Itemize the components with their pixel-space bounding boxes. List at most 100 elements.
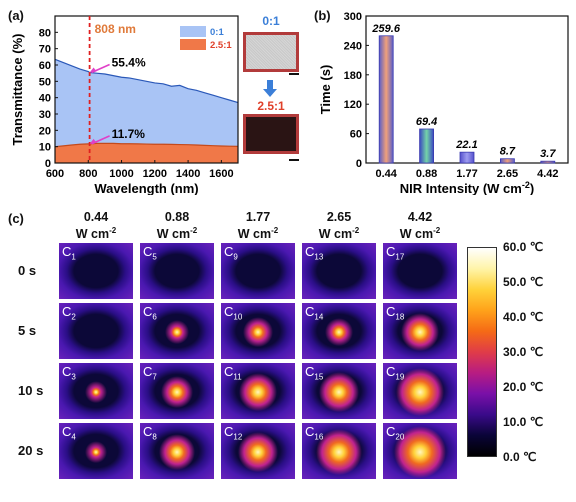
tile-label: C17 [386, 244, 405, 262]
x-tick-label: 1400 [176, 168, 200, 180]
bar-value-label: 8.7 [500, 146, 516, 158]
series-line-1 [54, 142, 239, 148]
thermal-tile-c20: C20 [383, 423, 457, 479]
thermal-tile-c1: C1 [59, 243, 133, 299]
x-tick-label: 0.88 [416, 168, 437, 180]
column-header-4.42: 4.42 W cm-2 [399, 210, 441, 242]
tile-label: C7 [143, 364, 157, 382]
tile-label: C2 [62, 304, 76, 322]
series-area-0 [55, 59, 238, 163]
y-tick-label: 60 [350, 129, 362, 141]
bar-4.42 [540, 160, 556, 164]
row-label-10s: 10 s [18, 383, 44, 398]
thermal-tile-c4: C4 [59, 423, 133, 479]
y-tick-label: 80 [39, 27, 51, 39]
y-tick-label: 0 [45, 158, 51, 170]
thermal-tile-c2: C2 [59, 303, 133, 359]
column-header-0.44: 0.44 W cm-2 [75, 210, 117, 242]
thermal-tile-c3: C3 [59, 363, 133, 419]
row-label-5s: 5 s [18, 323, 37, 338]
plot-frame [54, 15, 239, 164]
y-tick-label: 40 [39, 93, 51, 105]
column-header-1.77: 1.77 W cm-2 [237, 210, 279, 242]
tile-label: C16 [305, 424, 324, 442]
annotation-label: 11.7% [112, 127, 146, 141]
panel-a-label: (a) [8, 8, 24, 23]
y-tick-label: 300 [344, 11, 362, 23]
row-label-20s: 20 s [18, 443, 44, 458]
thermal-tile-c11: C11 [221, 363, 295, 419]
tile-label: C1 [62, 244, 76, 262]
x-tick-label: 1600 [209, 168, 233, 180]
tile-label: C4 [62, 424, 76, 442]
y-tick-label: 10 [39, 142, 51, 154]
annotation-arrowhead [89, 138, 97, 144]
thermal-tile-c8: C8 [140, 423, 214, 479]
thermal-tile-c18: C18 [383, 303, 457, 359]
tile-label: C5 [143, 244, 157, 262]
colorbar-tick-label: 10.0 ℃ [503, 415, 544, 429]
thermal-tile-c6: C6 [140, 303, 214, 359]
bar-value-label: 3.7 [540, 148, 556, 160]
y-tick-label: 0 [356, 158, 362, 170]
x-tick-label: 800 [79, 168, 97, 180]
thermal-tile-c12: C12 [221, 423, 295, 479]
bar-2.65 [499, 158, 515, 164]
thermal-tile-c9: C9 [221, 243, 295, 299]
thermal-tile-c15: C15 [302, 363, 376, 419]
y-tick-label: 120 [344, 99, 362, 111]
colorbar-tick-label: 0.0 ℃ [503, 450, 537, 464]
photo-bottom-label: 2.5:1 [257, 99, 285, 113]
tile-label: C11 [224, 364, 242, 382]
y-axis-label: Time (s) [318, 65, 333, 115]
column-header-2.65: 2.65 W cm-2 [318, 210, 360, 242]
bar-0.44 [378, 35, 394, 164]
y-tick-label: 20 [39, 125, 51, 137]
legend-label: 2.5:1 [210, 40, 232, 51]
thermal-tile-c17: C17 [383, 243, 457, 299]
bar-value-label: 69.4 [416, 116, 437, 128]
x-tick-label: 1000 [109, 168, 133, 180]
tile-label: C9 [224, 244, 238, 262]
x-tick-label: 1200 [143, 168, 167, 180]
colorbar-tick-label: 50.0 ℃ [503, 275, 544, 289]
annotation-arrowhead [89, 67, 97, 73]
scale-bar-bottom [289, 159, 299, 161]
thermal-tile-c10: C10 [221, 303, 295, 359]
row-label-0s: 0 s [18, 263, 37, 278]
tile-label: C8 [143, 424, 157, 442]
y-axis-label: Transmittance (%) [10, 34, 25, 146]
tile-label: C19 [386, 364, 405, 382]
tile-label: C13 [305, 244, 324, 262]
x-tick-label: 0.44 [375, 168, 397, 180]
time-bar-chart: 0 60 120 180 240 300 259.6 0.44 69.4 0.88 22.1 1.77… [318, 11, 569, 195]
y-tick-label: 30 [39, 109, 51, 121]
annotation-label: 55.4% [112, 56, 146, 70]
tile-label: C6 [143, 304, 157, 322]
thermal-tile-c19: C19 [383, 363, 457, 419]
tile-label: C15 [305, 364, 324, 382]
y-tick-label: 50 [39, 76, 51, 88]
bar-1.77 [459, 151, 475, 164]
panel-b-label: (b) [314, 8, 331, 23]
arrow-down-icon [263, 80, 277, 103]
x-tick-label: 1.77 [456, 168, 477, 180]
tile-label: C12 [224, 424, 243, 442]
tile-label: C3 [62, 364, 76, 382]
colorbar-tick-label: 20.0 ℃ [503, 380, 544, 394]
thermal-tile-c5: C5 [140, 243, 214, 299]
legend-label: 0:1 [210, 27, 224, 38]
tile-label: C18 [386, 304, 405, 322]
series-area-1 [55, 143, 238, 163]
x-tick-label: 2.65 [497, 168, 518, 180]
tile-label: C20 [386, 424, 405, 442]
panel-c-label: (c) [8, 211, 24, 226]
bar-0.88 [419, 128, 434, 164]
photo-pristine [243, 32, 299, 72]
thermal-tile-c16: C16 [302, 423, 376, 479]
y-tick-label: 60 [39, 60, 51, 72]
tile-label: C14 [305, 304, 324, 322]
thermal-tile-c14: C14 [302, 303, 376, 359]
x-axis-label: NIR Intensity (W cm-2) [400, 180, 534, 195]
y-tick-label: 240 [344, 40, 362, 52]
